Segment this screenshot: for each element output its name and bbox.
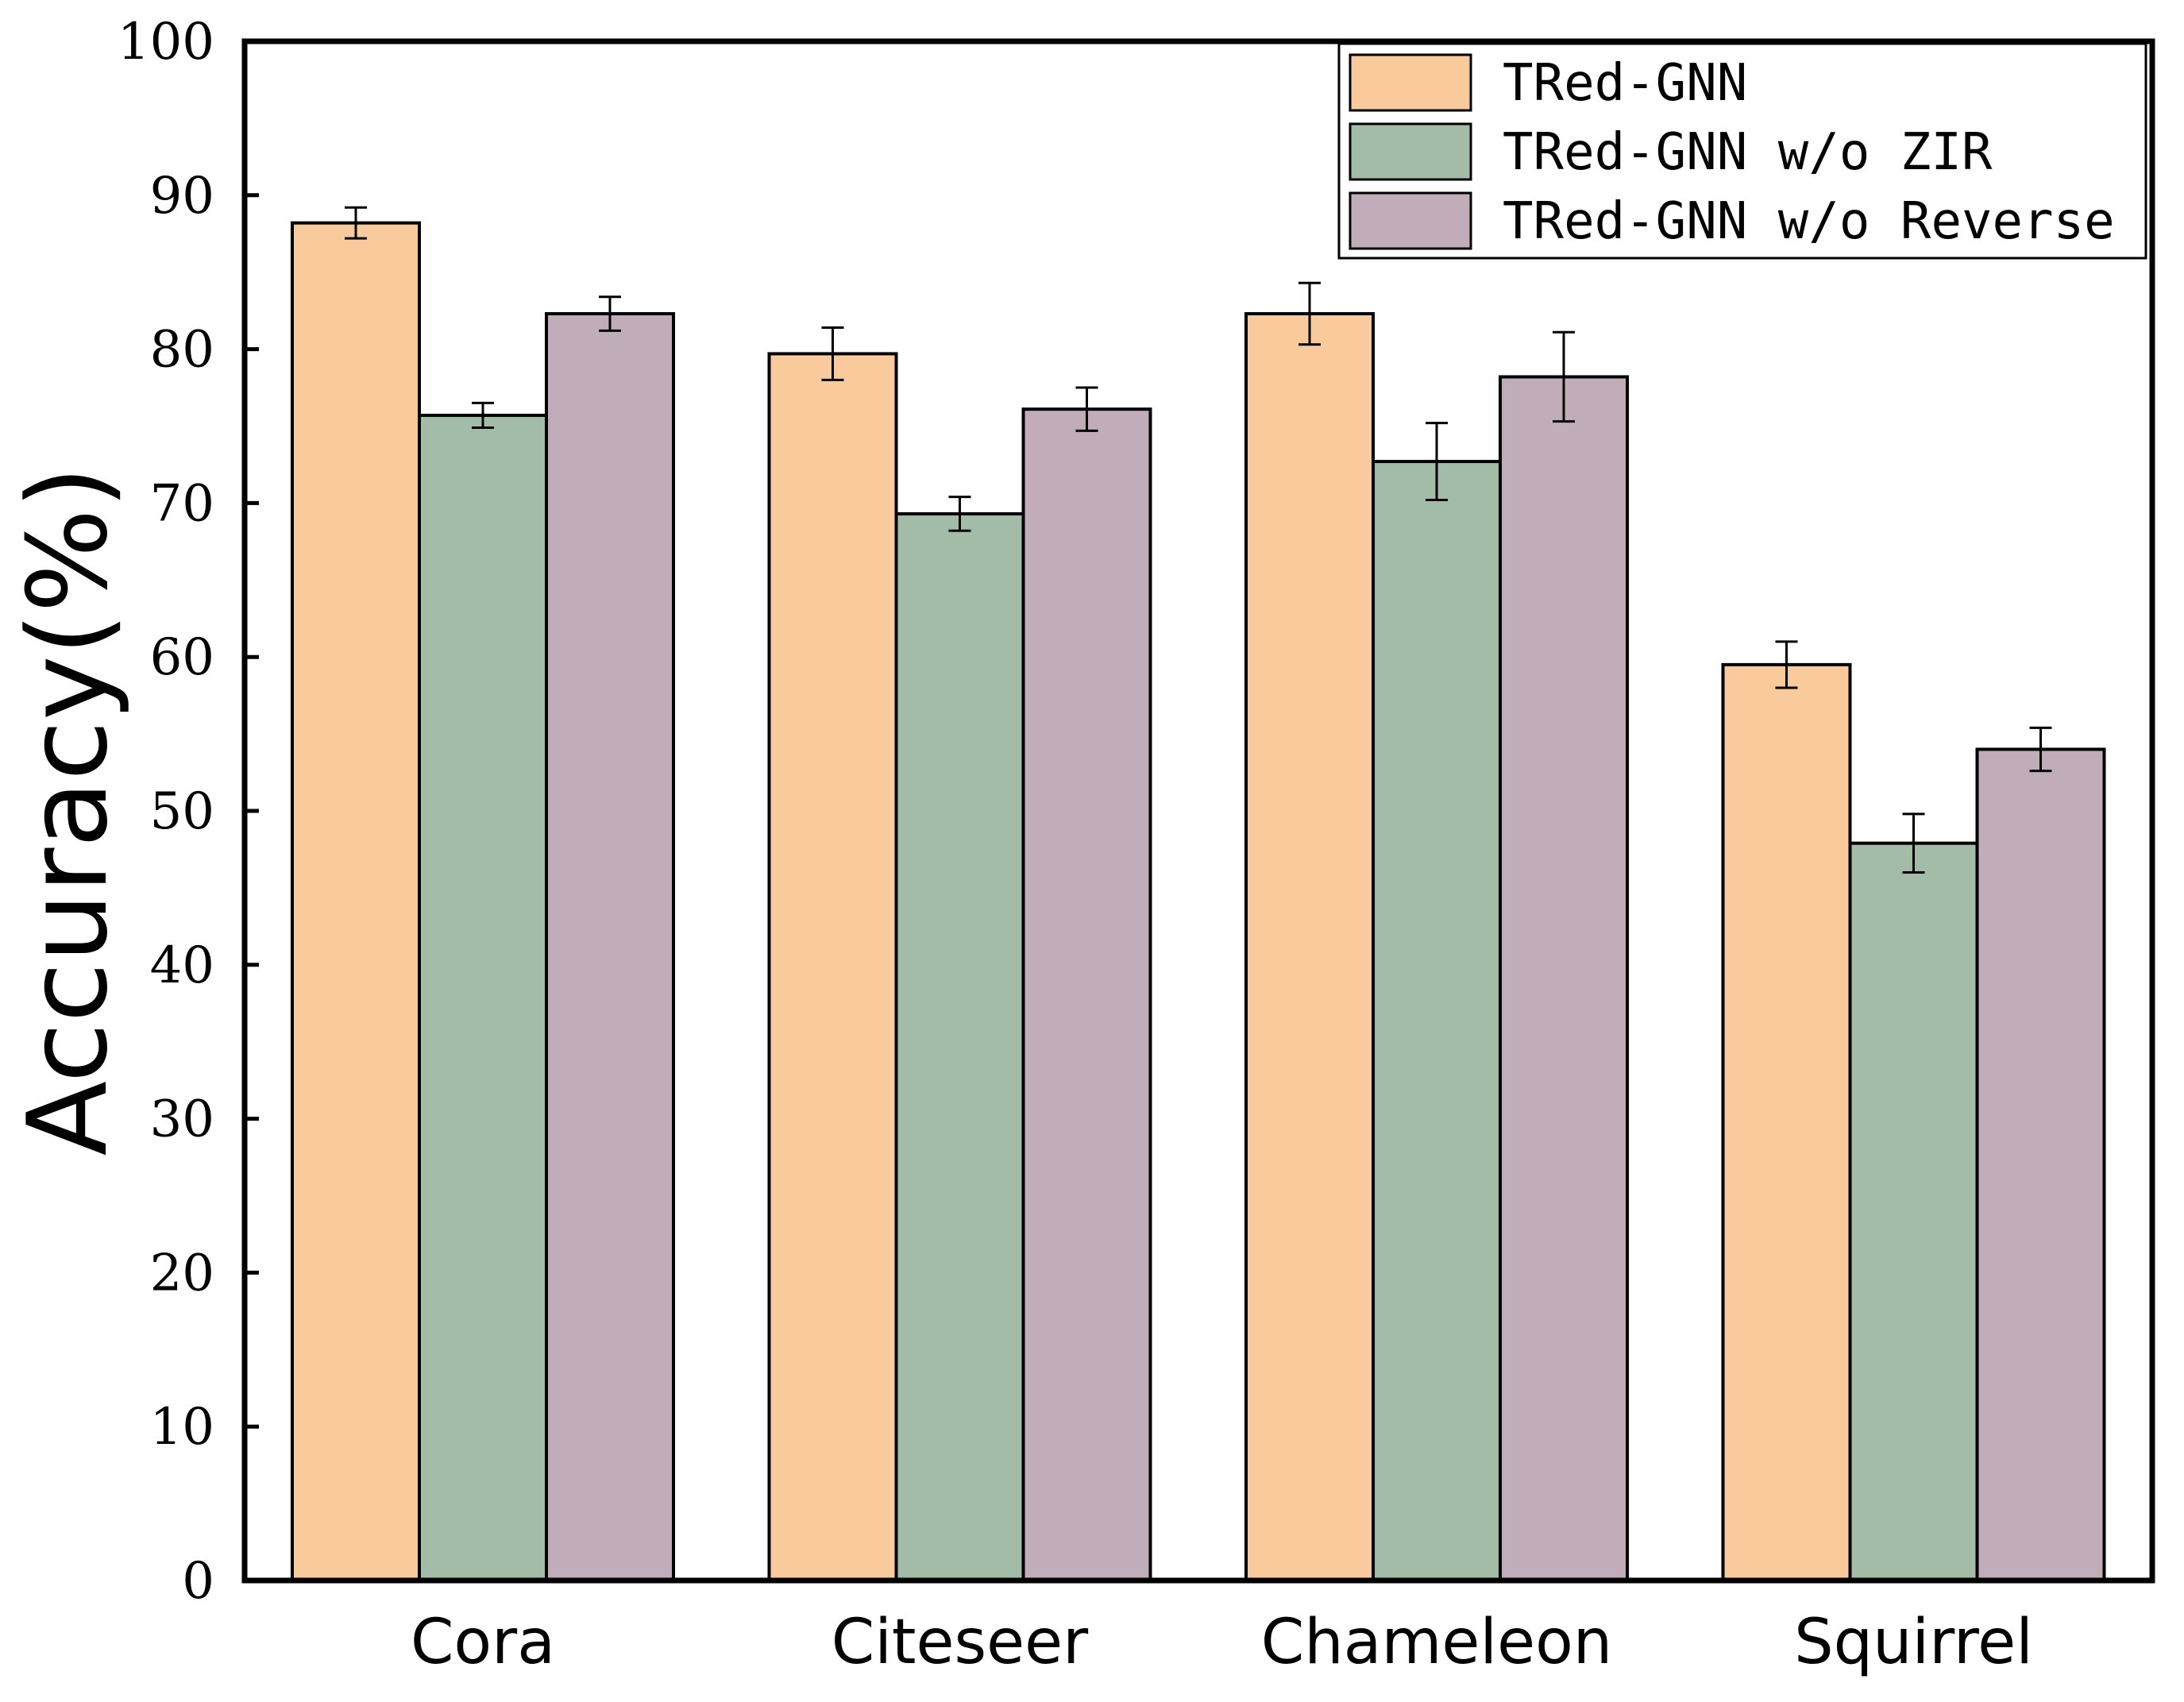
y-tick-label-20: 20: [150, 1244, 214, 1303]
error-bar-cora-series-3: [599, 295, 621, 332]
y-tick-label-10: 10: [150, 1398, 214, 1457]
y-axis-title: Accuracy(%): [4, 466, 132, 1156]
y-tick-label-30: 30: [150, 1090, 214, 1149]
x-tick-label-citeseer: Citeseer: [832, 1607, 1089, 1678]
bars-layer: [291, 221, 2106, 1583]
error-bar-citeseer-series-1: [821, 326, 844, 381]
y-tick-label-50: 50: [150, 782, 214, 841]
x-axis: Cora Citeseer Chameleon Squirrel: [411, 1607, 2033, 1678]
legend-label-series-3: TRed-GNN w/o Reverse: [1503, 192, 2115, 251]
x-tick-label-squirrel: Squirrel: [1794, 1607, 2033, 1678]
bar-squirrel-series-3: [1975, 747, 2106, 1582]
legend-swatch-series-2: [1349, 122, 1472, 181]
y-tick-label-60: 60: [150, 628, 214, 687]
legend-items: TRed-GNN TRed-GNN w/o ZIR TRed-GNN w/o Rev…: [1349, 53, 2115, 251]
bar-chameleon-series-3: [1499, 375, 1629, 1582]
error-bar-chameleon-series-3: [1553, 330, 1575, 423]
legend: TRed-GNN TRed-GNN w/o ZIR TRed-GNN w/o Rev…: [1337, 42, 2147, 260]
error-bars-layer: [345, 206, 2052, 874]
bar-squirrel-series-2: [1848, 841, 1979, 1582]
y-tick-label-90: 90: [150, 167, 214, 226]
legend-label-series-2: TRed-GNN w/o ZIR: [1503, 123, 1993, 182]
y-tick-label-70: 70: [150, 474, 214, 533]
bar-citeseer-series-2: [894, 511, 1025, 1583]
y-tick-label-0: 0: [182, 1552, 214, 1611]
y-tick-label-40: 40: [150, 936, 214, 995]
bar-cora-series-2: [418, 413, 548, 1583]
y-tick-label-80: 80: [150, 321, 214, 380]
error-bar-cora-series-2: [472, 401, 494, 429]
bar-cora-series-3: [545, 312, 675, 1582]
error-bar-squirrel-series-1: [1775, 640, 1798, 689]
bar-citeseer-series-1: [767, 352, 898, 1583]
error-bar-cora-series-1: [345, 206, 367, 240]
x-tick-label-chameleon: Chameleon: [1261, 1607, 1612, 1678]
error-bar-squirrel-series-3: [2029, 726, 2052, 773]
bar-citeseer-series-3: [1021, 407, 1152, 1582]
legend-box: [1337, 42, 2147, 260]
x-tick-label-cora: Cora: [411, 1607, 555, 1678]
error-bar-citeseer-series-2: [948, 496, 971, 532]
bar-cora-series-1: [291, 221, 421, 1583]
legend-label-series-1: TRed-GNN: [1503, 54, 1747, 113]
y-axis: 0 10 20 30 40 50 60 70 80 90 100: [118, 13, 259, 1611]
error-bar-squirrel-series-2: [1902, 812, 1925, 874]
y-tick-label-100: 100: [118, 13, 214, 71]
error-bar-citeseer-series-3: [1075, 386, 1098, 432]
error-bar-chameleon-series-1: [1298, 281, 1321, 346]
legend-swatch-series-1: [1349, 53, 1472, 112]
bar-chameleon-series-1: [1244, 312, 1375, 1582]
bar-squirrel-series-1: [1721, 662, 1852, 1582]
bar-chameleon-series-2: [1372, 460, 1502, 1582]
error-bar-chameleon-series-2: [1426, 422, 1448, 502]
legend-swatch-series-3: [1349, 191, 1472, 250]
